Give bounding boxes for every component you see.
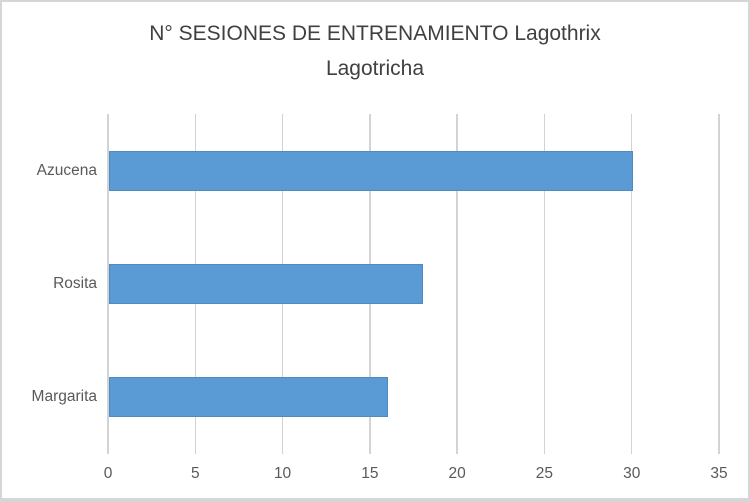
bar-azucena <box>109 150 633 191</box>
category-label-margarita: Margarita <box>31 388 97 406</box>
gridline-35 <box>718 114 720 454</box>
gridline-0 <box>107 114 109 454</box>
bar-margarita <box>109 377 389 418</box>
x-tick-label-15: 15 <box>361 465 379 482</box>
x-tick-label-35: 35 <box>710 465 728 482</box>
plot-area <box>107 114 720 454</box>
bar-rosita <box>109 264 424 304</box>
x-tick-label-25: 25 <box>535 465 554 482</box>
x-tick-label-20: 20 <box>448 465 466 482</box>
gridline-30 <box>631 114 633 454</box>
x-tick-label-0: 0 <box>103 465 113 482</box>
category-label-rosita: Rosita <box>53 275 97 292</box>
x-tick-label-10: 10 <box>273 465 292 482</box>
chart-title: N° SESIONES DE ENTRENAMIENTO Lagothrix L… <box>2 16 748 86</box>
gridline-25 <box>543 114 546 454</box>
gridline-20 <box>456 114 458 454</box>
category-label-azucena: Azucena <box>36 161 97 179</box>
chart-title-line-1: N° SESIONES DE ENTRENAMIENTO Lagothrix <box>149 22 601 45</box>
x-tick-label-5: 5 <box>190 465 200 482</box>
chart-title-line-2: Lagotricha <box>325 57 425 80</box>
x-tick-label-30: 30 <box>623 465 641 482</box>
